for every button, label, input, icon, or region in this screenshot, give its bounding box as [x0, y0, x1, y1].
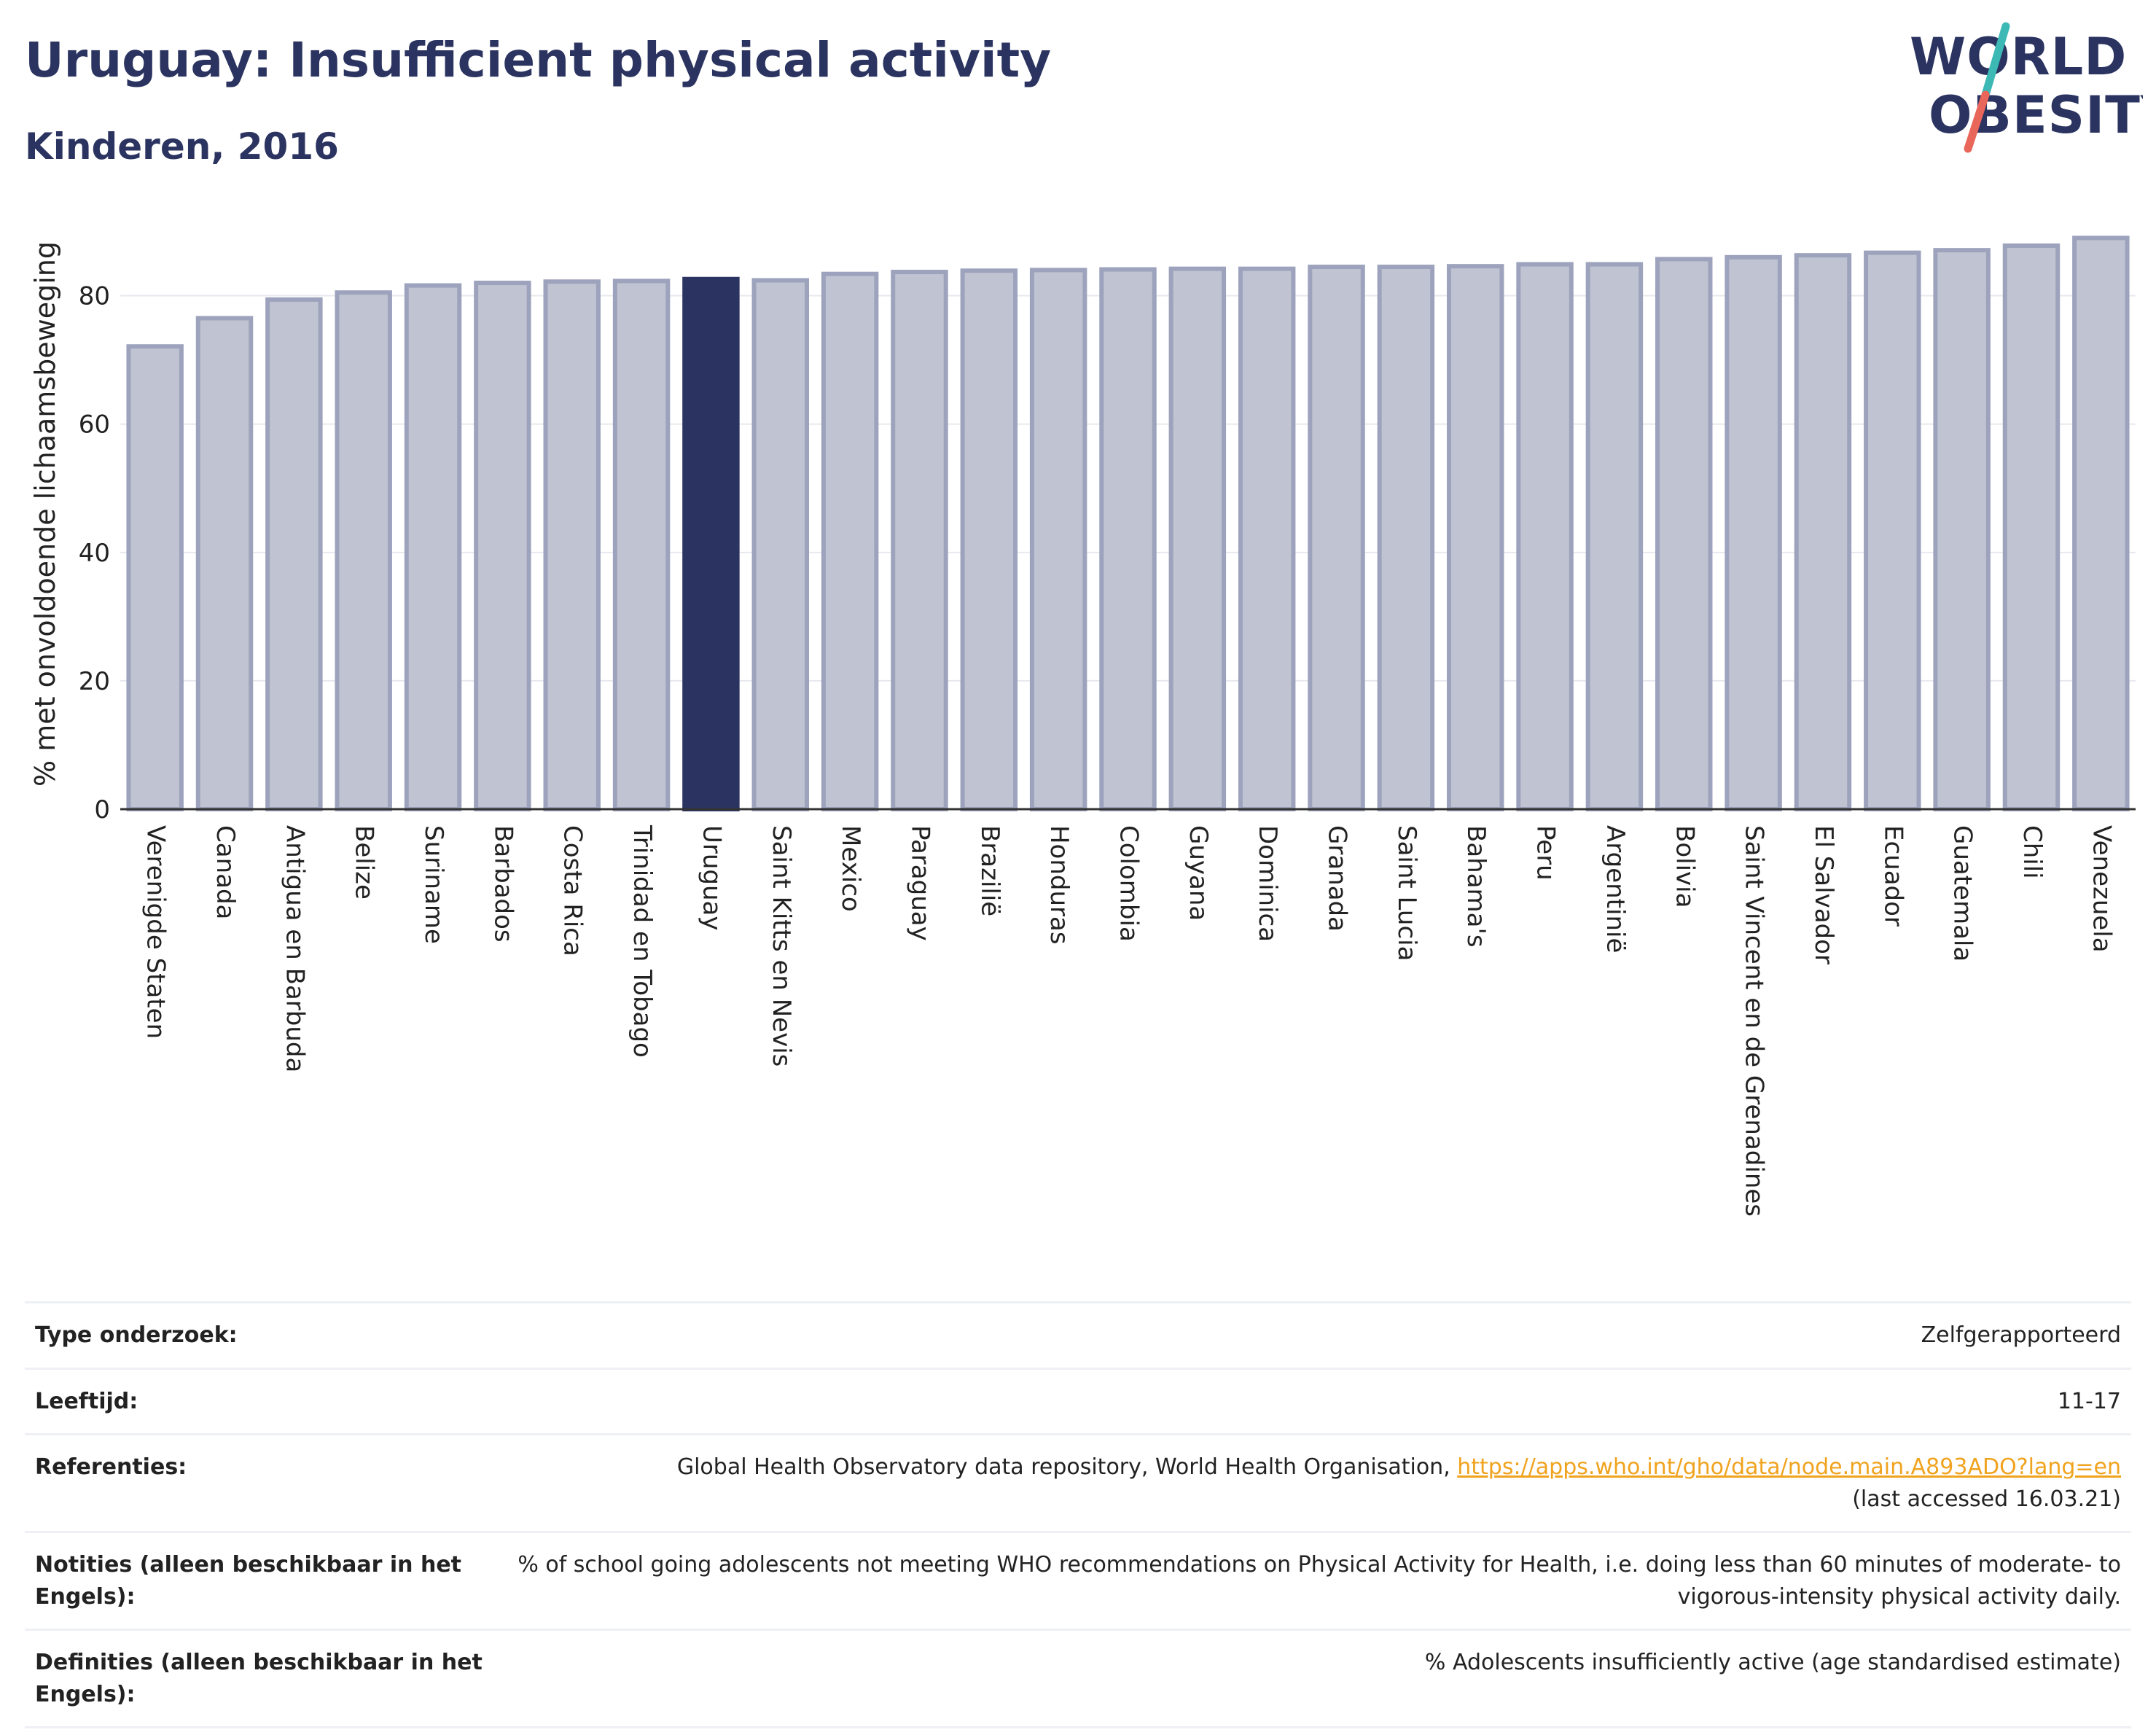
y-axis-ticks: 0 20 40 60 80	[79, 282, 110, 824]
row-value-references: Global Health Observatory data repositor…	[497, 1433, 2131, 1532]
bar-honduras	[1029, 268, 1087, 812]
row-value-age: 11-17	[497, 1367, 2131, 1435]
row-key-notes: Notities (alleen beschikbaar in het Enge…	[25, 1531, 497, 1630]
bar-dominica	[1238, 266, 1296, 812]
info-table: Type onderzoek: Zelfgerapporteerd Leefti…	[25, 1301, 2131, 1728]
x-tick-label: Peru	[1531, 825, 1561, 881]
bar-guatemala	[1933, 248, 1991, 812]
x-tick-label: Saint Lucia	[1392, 825, 1421, 961]
x-tick-label: Honduras	[1044, 825, 1074, 945]
x-tick-label: Mexico	[836, 825, 865, 912]
y-tick-label: 20	[79, 667, 110, 696]
logo-line-1: WORLD	[1910, 27, 2127, 87]
table-row: Leeftijd: 11-17	[25, 1367, 2131, 1435]
y-tick-label: 80	[79, 282, 110, 311]
x-tick-label: Antigua en Barbuda	[280, 825, 309, 1072]
y-tick-label: 60	[79, 410, 110, 440]
table-row: Referenties: Global Health Observatory d…	[25, 1433, 2131, 1532]
x-tick-label: Uruguay	[697, 825, 726, 931]
x-tick-label: Guyana	[1184, 825, 1213, 921]
bar-guyana	[1168, 266, 1227, 812]
x-tick-label: Guatemala	[1948, 825, 1977, 962]
x-tick-label: El Salvador	[1809, 825, 1838, 964]
bar-mexico	[821, 271, 879, 811]
x-tick-label: Belize	[350, 825, 379, 900]
x-tick-label: Bolivia	[1670, 825, 1699, 908]
x-tick-label: Costa Rica	[558, 825, 587, 956]
x-tick-label: Verenigde Staten	[141, 825, 171, 1039]
bar-antigua-en-barbuda	[265, 297, 323, 812]
bar-venezuela	[2072, 235, 2130, 812]
bar-chart: 0 20 40 60 80 Verenigde Staten Canada Antigua …	[29, 235, 2136, 1217]
x-tick-label: Canada	[211, 825, 240, 919]
x-tick-label: Bahama's	[1461, 825, 1491, 948]
logo-slash-coral	[1964, 90, 1990, 153]
page-subtitle: Kinderen, 2016	[25, 125, 339, 168]
bar-granada	[1308, 265, 1365, 812]
y-tick-label: 40	[79, 539, 110, 568]
x-tick-label: Saint Vincent en de Grenadines	[1740, 825, 1769, 1217]
bar-saint-vincent-en-de-grenadines	[1725, 254, 1782, 811]
x-tick-label: Trinidad en Tobago	[628, 824, 657, 1058]
bar-bahama-s	[1446, 264, 1504, 812]
bar-uruguay	[682, 276, 740, 812]
reference-text: Global Health Observatory data repositor…	[676, 1454, 1458, 1480]
row-key-age: Leeftijd:	[25, 1367, 497, 1435]
x-tick-label: Chili	[2018, 825, 2047, 879]
y-axis-label: % met onvoldoende lichaamsbeweging	[29, 241, 61, 787]
bar-brazili-	[960, 268, 1018, 811]
bar-argentini-	[1585, 262, 1644, 812]
row-key-references: Referenties:	[25, 1433, 497, 1532]
x-tick-label: Dominica	[1253, 825, 1282, 942]
bar-el-salvador	[1794, 253, 1852, 812]
bar-paraguay	[891, 270, 948, 811]
x-tick-label: Ecuador	[1878, 825, 1907, 927]
x-tick-label: Barbados	[488, 825, 517, 943]
x-tick-label: Granada	[1323, 825, 1352, 932]
row-value-notes: % of school going adolescents not meetin…	[497, 1531, 2131, 1630]
bar-saint-lucia	[1377, 265, 1435, 812]
world-obesity-logo: WORLD OBESITY	[1910, 22, 2143, 153]
x-tick-label: Saint Kitts en Nevis	[767, 825, 796, 1067]
table-row: Notities (alleen beschikbaar in het Enge…	[25, 1531, 2131, 1630]
page-title: Uruguay: Insufficient physical activity	[25, 32, 1052, 88]
table-row: Definities (alleen beschikbaar in het En…	[25, 1629, 2131, 1728]
table-row: Type onderzoek: Zelfgerapporteerd	[25, 1301, 2131, 1368]
reference-link[interactable]: https://apps.who.int/gho/data/node.main.…	[1457, 1454, 2121, 1480]
bar-costa-rica	[543, 279, 601, 812]
x-tick-label: Venezuela	[2087, 825, 2116, 953]
logo-line-2: OBESITY	[1929, 85, 2143, 145]
row-key-survey-type: Type onderzoek:	[25, 1301, 497, 1368]
bar-belize	[335, 290, 392, 811]
logo-slash-teal	[1981, 22, 2010, 99]
bar-peru	[1516, 262, 1574, 812]
bar-ecuador	[1864, 250, 1921, 812]
bar-verenigde-staten	[126, 344, 184, 811]
bar-saint-kitts-en-nevis	[751, 278, 810, 812]
row-value-survey-type: Zelfgerapporteerd	[497, 1301, 2131, 1368]
reference-accessed: (last accessed 16.03.21)	[1852, 1486, 2121, 1512]
bar-trinidad-en-tobago	[612, 278, 671, 812]
row-value-definitions: % Adolescents insufficiently active (age…	[497, 1629, 2131, 1728]
bar-suriname	[404, 283, 462, 811]
row-key-definitions: Definities (alleen beschikbaar in het En…	[25, 1629, 497, 1728]
x-axis-ticks: Verenigde Staten Canada Antigua en Barbuda…	[141, 824, 2117, 1217]
bar-colombia	[1099, 267, 1157, 812]
bar-barbados	[474, 281, 531, 812]
x-tick-label: Colombia	[1114, 825, 1144, 942]
bar-bolivia	[1655, 257, 1713, 811]
bar-canada	[195, 316, 254, 811]
bar-chili	[2002, 243, 2061, 811]
x-tick-label: Suriname	[419, 825, 448, 944]
x-tick-label: Brazilië	[975, 825, 1004, 916]
bars	[126, 235, 2130, 812]
y-tick-label: 0	[94, 795, 110, 824]
x-tick-label: Argentinië	[1601, 825, 1630, 953]
x-tick-label: Paraguay	[905, 825, 934, 941]
